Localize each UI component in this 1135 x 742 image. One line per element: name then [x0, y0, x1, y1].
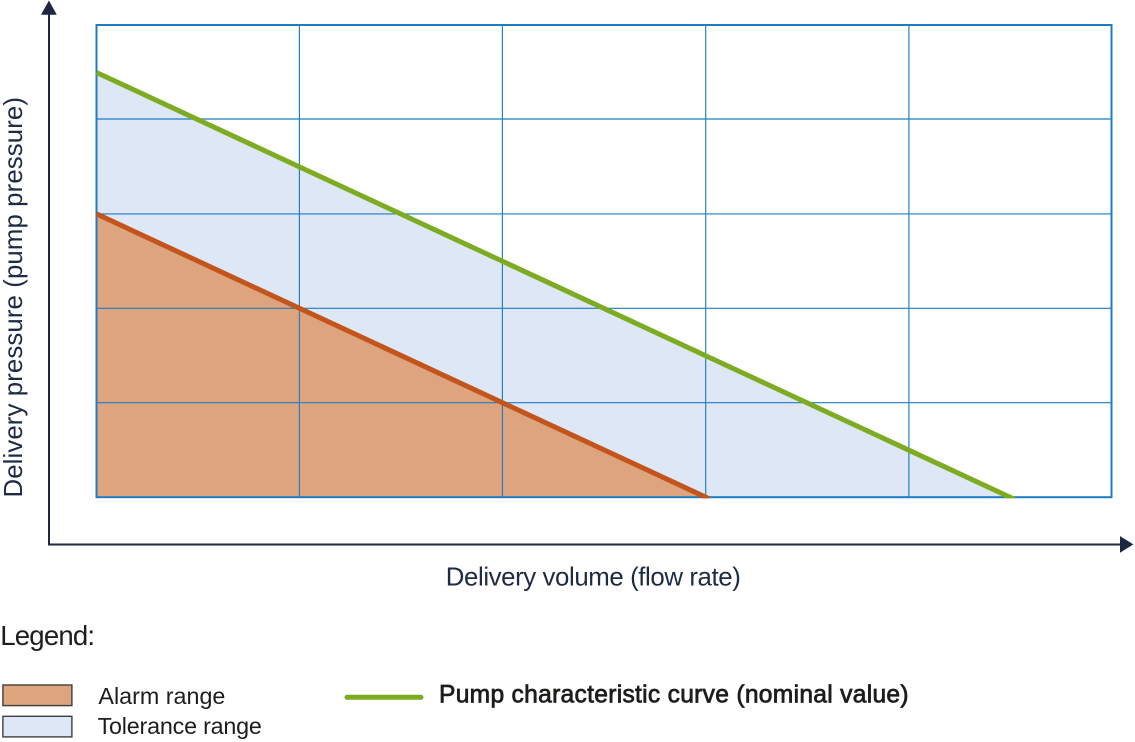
svg-text:Pump characteristic curve (nom: Pump characteristic curve (nominal value…	[439, 682, 909, 709]
svg-text:Alarm range: Alarm range	[98, 683, 225, 709]
svg-text:Tolerance range: Tolerance range	[98, 713, 262, 739]
svg-text:Delivery pressure (pump pressu: Delivery pressure (pump pressure)	[0, 97, 28, 498]
svg-text:Delivery volume (flow rate): Delivery volume (flow rate)	[446, 563, 741, 591]
svg-text:Legend:: Legend:	[0, 620, 95, 651]
